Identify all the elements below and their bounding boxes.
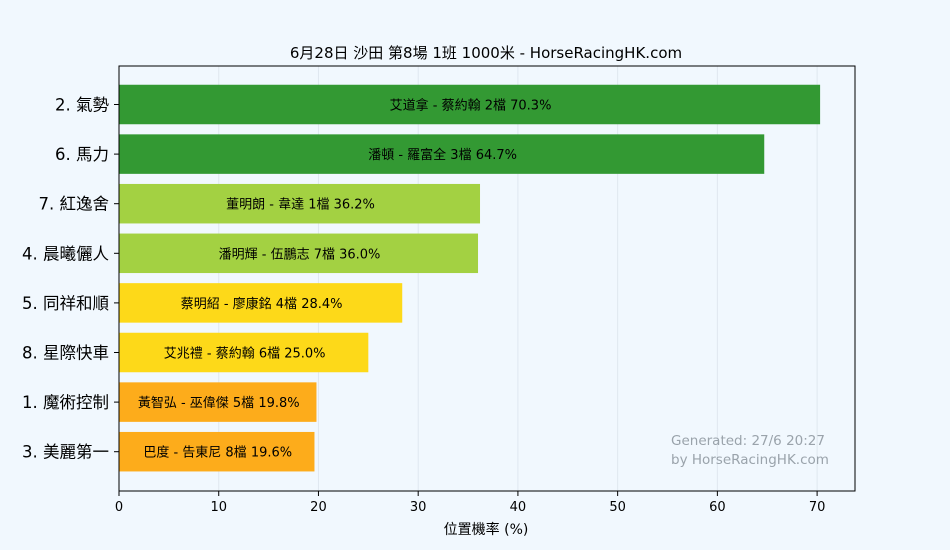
bar bbox=[119, 134, 765, 174]
y-tick-label: 5. 同祥和順 bbox=[22, 294, 109, 313]
x-tick-label: 10 bbox=[210, 500, 227, 515]
watermark-generated: Generated: 27/6 20:27 bbox=[671, 433, 825, 449]
bar-labels: 艾道拿 - 蔡約翰 2檔 70.3% 潘頓 - 羅富全 3檔 64.7% 董明朗 -… bbox=[138, 98, 552, 461]
x-tick-label: 30 bbox=[410, 500, 427, 515]
bar-data-label: 黃智弘 - 巫偉傑 5檔 19.8% bbox=[138, 396, 300, 411]
bar bbox=[119, 183, 481, 224]
watermark-site: by HorseRacingHK.com bbox=[671, 452, 829, 468]
bar-data-label: 艾兆禮 - 蔡約翰 6檔 25.0% bbox=[164, 347, 326, 362]
chart-title: 6月28日 沙田 第8場 1班 1000米 - HorseRacingHK.co… bbox=[290, 44, 682, 62]
x-axis-label: 位置機率 (%) bbox=[444, 521, 529, 538]
bar-data-label: 蔡明紹 - 廖康銘 4檔 28.4% bbox=[181, 296, 343, 312]
plot-area bbox=[119, 66, 855, 491]
x-tick-label: 0 bbox=[115, 500, 123, 515]
bar bbox=[119, 84, 821, 125]
bar bbox=[119, 382, 317, 422]
plot-border bbox=[118, 65, 856, 492]
bar bbox=[119, 431, 315, 472]
x-tick-label: 50 bbox=[609, 500, 626, 515]
x-ticks: 0 10 20 30 40 50 60 70 bbox=[115, 491, 826, 515]
bar-data-label: 潘頓 - 羅富全 3檔 64.7% bbox=[368, 147, 517, 163]
y-tick-label: 6. 馬力 bbox=[55, 145, 109, 164]
y-tick-labels: 2. 氣勢 6. 馬力 7. 紅逸舍 4. 晨曦儷人 5. 同祥和順 8. 星際快車 1. … bbox=[22, 96, 119, 462]
bar bbox=[119, 332, 369, 373]
x-tick-label: 40 bbox=[510, 500, 527, 515]
bar bbox=[119, 233, 479, 274]
bar-data-label: 艾道拿 - 蔡約翰 2檔 70.3% bbox=[390, 98, 552, 114]
bars bbox=[119, 84, 821, 472]
y-tick-label: 1. 魔術控制 bbox=[22, 393, 109, 412]
y-tick-label: 7. 紅逸舍 bbox=[39, 195, 110, 214]
x-tick-label: 70 bbox=[809, 500, 826, 515]
bar-data-label: 巴度 - 告東尼 8檔 19.6% bbox=[143, 445, 292, 461]
y-tick-label: 8. 星際快車 bbox=[22, 344, 109, 363]
x-tick-label: 20 bbox=[310, 500, 327, 515]
y-tick-label: 3. 美麗第一 bbox=[22, 443, 109, 462]
bar-data-label: 潘明輝 - 伍鵬志 7檔 36.0% bbox=[219, 247, 381, 262]
y-tick-label: 2. 氣勢 bbox=[55, 96, 109, 115]
y-tick-label: 4. 晨曦儷人 bbox=[22, 244, 109, 263]
bar bbox=[119, 283, 403, 323]
bar-data-label: 董明朗 - 韋達 1檔 36.2% bbox=[226, 198, 375, 213]
x-tick-label: 60 bbox=[709, 500, 726, 515]
